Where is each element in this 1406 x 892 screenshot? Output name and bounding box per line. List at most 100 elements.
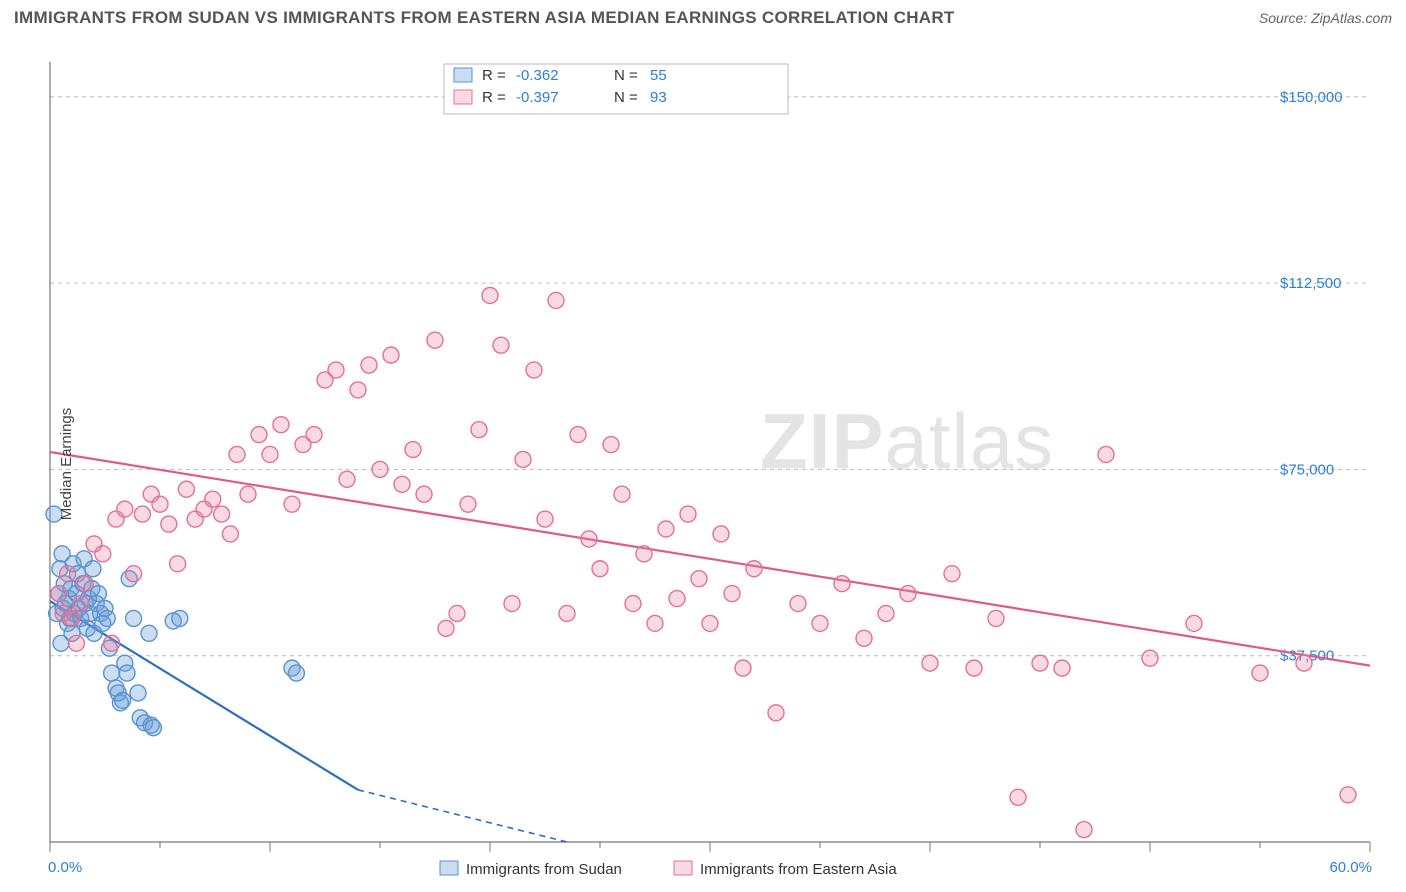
data-point-eastern_asia — [64, 610, 80, 626]
data-point-eastern_asia — [922, 655, 938, 671]
bottom-legend-label-eastern_asia: Immigrants from Eastern Asia — [700, 861, 897, 878]
data-point-eastern_asia — [126, 566, 142, 582]
chart-area: Median Earnings ZIPatlas $37,500$75,000$… — [0, 36, 1406, 892]
data-point-eastern_asia — [570, 427, 586, 443]
data-point-sudan — [85, 561, 101, 577]
y-tick-label: $112,500 — [1280, 275, 1341, 292]
legend-r-value: -0.397 — [516, 89, 559, 106]
data-point-eastern_asia — [592, 561, 608, 577]
data-point-sudan — [104, 665, 120, 681]
data-point-eastern_asia — [95, 546, 111, 562]
data-point-eastern_asia — [73, 596, 89, 612]
legend-r-value: -0.362 — [516, 67, 559, 84]
data-point-eastern_asia — [1186, 615, 1202, 631]
data-point-eastern_asia — [178, 481, 194, 497]
data-point-eastern_asia — [768, 705, 784, 721]
data-point-eastern_asia — [339, 471, 355, 487]
data-point-eastern_asia — [526, 362, 542, 378]
legend-n-value: 93 — [650, 89, 667, 106]
data-point-sudan — [172, 610, 188, 626]
data-point-eastern_asia — [1076, 822, 1092, 838]
bottom-legend-swatch-eastern_asia — [674, 861, 692, 875]
data-point-eastern_asia — [944, 566, 960, 582]
data-point-eastern_asia — [900, 586, 916, 602]
data-point-eastern_asia — [636, 546, 652, 562]
data-point-sudan — [145, 720, 161, 736]
data-point-eastern_asia — [1142, 650, 1158, 666]
data-point-eastern_asia — [51, 586, 67, 602]
data-point-eastern_asia — [812, 615, 828, 631]
data-point-eastern_asia — [669, 591, 685, 607]
data-point-eastern_asia — [205, 491, 221, 507]
data-point-eastern_asia — [372, 461, 388, 477]
data-point-eastern_asia — [1032, 655, 1048, 671]
data-point-eastern_asia — [878, 605, 894, 621]
data-point-eastern_asia — [691, 571, 707, 587]
data-point-eastern_asia — [658, 521, 674, 537]
bottom-legend-swatch-sudan — [440, 861, 458, 875]
y-tick-label: $75,000 — [1280, 461, 1334, 478]
x-tick-label: 0.0% — [48, 859, 82, 876]
data-point-eastern_asia — [1252, 665, 1268, 681]
data-point-eastern_asia — [383, 347, 399, 363]
data-point-eastern_asia — [328, 362, 344, 378]
y-axis-label: Median Earnings — [58, 408, 75, 521]
data-point-eastern_asia — [581, 531, 597, 547]
legend-n-label: N = — [614, 89, 638, 106]
data-point-sudan — [126, 610, 142, 626]
data-point-eastern_asia — [262, 446, 278, 462]
data-point-eastern_asia — [966, 660, 982, 676]
data-point-eastern_asia — [713, 526, 729, 542]
data-point-sudan — [99, 610, 115, 626]
data-point-sudan — [141, 625, 157, 641]
bottom-legend-label-sudan: Immigrants from Sudan — [466, 861, 622, 878]
data-point-sudan — [288, 665, 304, 681]
data-point-eastern_asia — [834, 576, 850, 592]
data-point-eastern_asia — [680, 506, 696, 522]
data-point-eastern_asia — [394, 476, 410, 492]
data-point-eastern_asia — [405, 442, 421, 458]
data-point-eastern_asia — [427, 332, 443, 348]
data-point-eastern_asia — [449, 605, 465, 621]
data-point-eastern_asia — [152, 496, 168, 512]
x-tick-label: 60.0% — [1329, 859, 1372, 876]
data-point-eastern_asia — [350, 382, 366, 398]
data-point-eastern_asia — [1054, 660, 1070, 676]
data-point-eastern_asia — [229, 446, 245, 462]
data-point-eastern_asia — [117, 501, 133, 517]
data-point-eastern_asia — [625, 596, 641, 612]
data-point-sudan — [130, 685, 146, 701]
source-label: Source: ZipAtlas.com — [1259, 10, 1392, 26]
data-point-eastern_asia — [1296, 655, 1312, 671]
data-point-eastern_asia — [251, 427, 267, 443]
data-point-eastern_asia — [60, 566, 76, 582]
data-point-eastern_asia — [504, 596, 520, 612]
legend-r-label: R = — [482, 89, 506, 106]
data-point-eastern_asia — [702, 615, 718, 631]
data-point-eastern_asia — [790, 596, 806, 612]
legend-swatch-eastern_asia — [454, 90, 472, 104]
data-point-sudan — [115, 692, 131, 708]
legend-n-label: N = — [614, 67, 638, 84]
data-point-eastern_asia — [161, 516, 177, 532]
scatter-plot: $37,500$75,000$112,500$150,0000.0%60.0%R… — [0, 36, 1406, 892]
legend-n-value: 55 — [650, 67, 667, 84]
data-point-eastern_asia — [559, 605, 575, 621]
data-point-eastern_asia — [856, 630, 872, 646]
data-point-eastern_asia — [548, 292, 564, 308]
data-point-eastern_asia — [361, 357, 377, 373]
data-point-eastern_asia — [537, 511, 553, 527]
data-point-eastern_asia — [68, 635, 84, 651]
data-point-eastern_asia — [647, 615, 663, 631]
legend-swatch-sudan — [454, 68, 472, 82]
legend-r-label: R = — [482, 67, 506, 84]
data-point-eastern_asia — [1340, 787, 1356, 803]
data-point-eastern_asia — [1010, 789, 1026, 805]
data-point-eastern_asia — [724, 586, 740, 602]
trend-line-dash-sudan — [358, 790, 567, 842]
data-point-eastern_asia — [493, 337, 509, 353]
data-point-eastern_asia — [515, 451, 531, 467]
data-point-eastern_asia — [273, 417, 289, 433]
chart-title: IMMIGRANTS FROM SUDAN VS IMMIGRANTS FROM… — [14, 8, 955, 28]
data-point-eastern_asia — [482, 288, 498, 304]
